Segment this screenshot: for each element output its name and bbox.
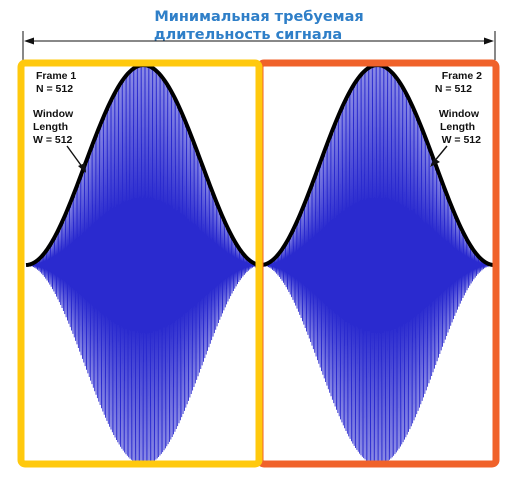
right-arrowhead (484, 37, 494, 45)
frame-2-pointer-arrow (430, 145, 448, 167)
title-line-2: длительность сигнала (154, 27, 342, 43)
frame-2-w-label: W = 512 (442, 134, 482, 146)
frame-1-pointer-arrow (66, 145, 86, 173)
frame-1-w-label: W = 512 (33, 134, 73, 146)
frame-2-window-label: Window (439, 108, 480, 120)
frame-1-border (17, 59, 263, 468)
duration-dimension-line (22, 31, 496, 60)
frame-2-labels: Frame 2 N = 512 Window Length W = 512 (430, 70, 482, 167)
title-line-1: Минимальная требуемая (154, 9, 363, 25)
frame-1-signal (25, 65, 261, 466)
frame-1-window-label: Window (33, 108, 74, 120)
frame-1-labels: Frame 1 N = 512 Window Length W = 512 (33, 70, 86, 173)
frame-1-length-label: Length (33, 121, 68, 133)
left-arrowhead (24, 37, 34, 45)
frame-2-length-label: Length (440, 121, 475, 133)
frame-2-title: Frame 2 (442, 70, 482, 82)
frame-2-n-label: N = 512 (435, 83, 472, 95)
frame-1-n-label: N = 512 (36, 83, 73, 95)
frame-1-title: Frame 1 (36, 70, 76, 82)
